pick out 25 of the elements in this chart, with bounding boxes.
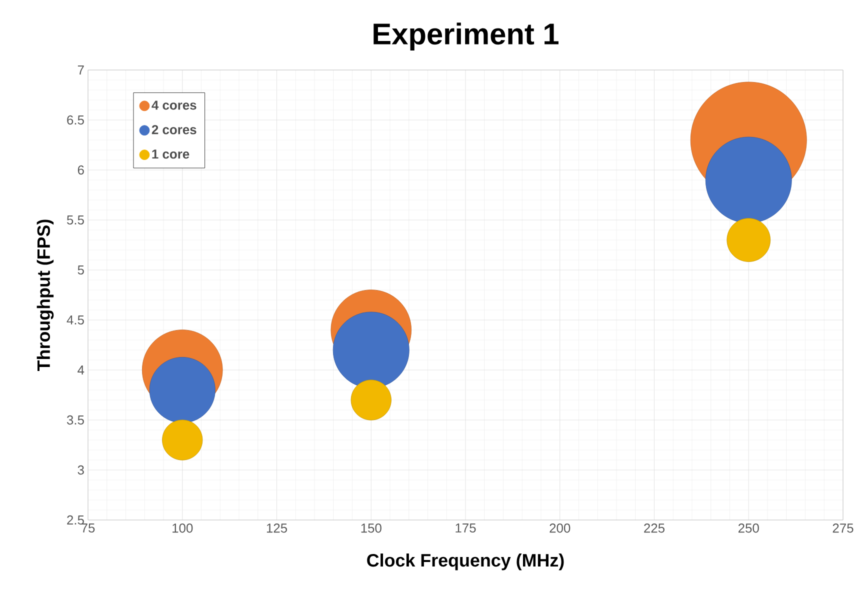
- y-tick-label: 7: [78, 66, 84, 74]
- x-tick-label: 125: [266, 524, 288, 533]
- y-tick-label: 5: [78, 265, 84, 275]
- y-tick-label: 4: [78, 366, 84, 374]
- x-tick-label: 275: [832, 524, 854, 533]
- x-tick-label: 250: [738, 524, 759, 533]
- x-axis-title: Clock Frequency (MHz): [367, 554, 564, 570]
- x-tick-label: 75: [81, 524, 95, 533]
- legend-label: 4 cores: [152, 100, 196, 110]
- y-tick-label: 5.5: [66, 215, 84, 225]
- y-axis-title: Throughput (FPS): [36, 220, 54, 371]
- legend-label: 2 cores: [152, 125, 196, 134]
- x-tick-label: 175: [456, 524, 476, 533]
- y-tick-label: 6: [78, 165, 84, 175]
- y-tick-label: 6.5: [67, 115, 84, 125]
- x-tick-label: 225: [644, 524, 665, 533]
- x-tick-label: 200: [550, 524, 570, 533]
- y-tick-label: 4.5: [66, 315, 84, 325]
- y-tick-label: 3: [78, 465, 84, 475]
- y-tick-label: 2.5: [67, 515, 84, 525]
- x-tick-label: 100: [172, 524, 193, 533]
- x-tick-label: 150: [361, 524, 382, 533]
- y-tick-label: 3.5: [66, 415, 84, 425]
- legend-label: 1 core: [152, 150, 190, 159]
- chart-title: Experiment 1: [374, 22, 558, 50]
